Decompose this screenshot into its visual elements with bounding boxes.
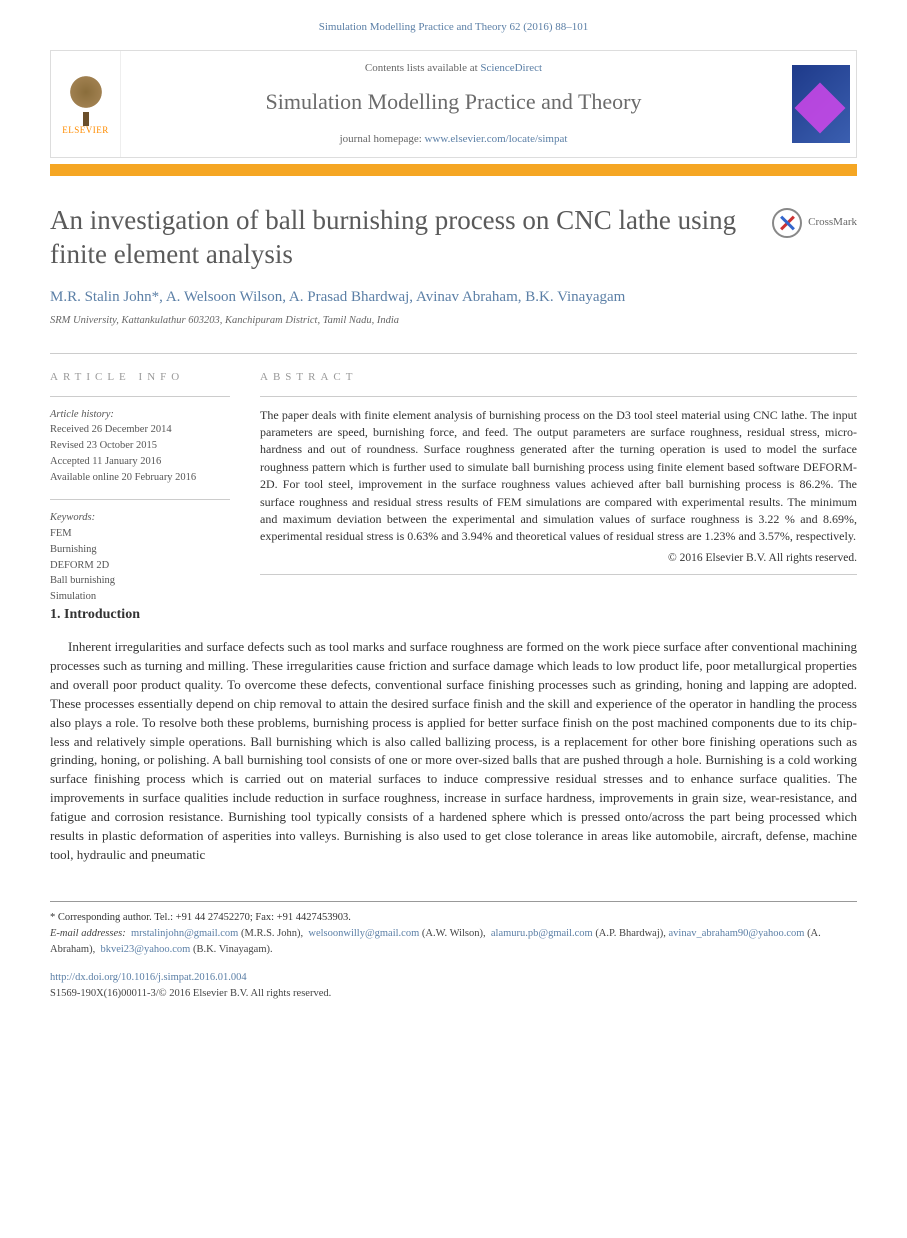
orange-divider-bar xyxy=(50,164,857,176)
elsevier-tree-icon xyxy=(61,72,111,122)
keyword: Burnishing xyxy=(50,544,97,555)
keywords-block: Keywords: FEM Burnishing DEFORM 2D Ball … xyxy=(50,499,230,605)
history-item: Revised 23 October 2015 xyxy=(50,440,157,451)
crossmark-widget[interactable]: CrossMark xyxy=(772,208,857,238)
journal-banner: ELSEVIER Contents lists available at Sci… xyxy=(50,50,857,158)
email-link[interactable]: bkvei23@yahoo.com xyxy=(100,944,190,955)
divider xyxy=(260,574,857,575)
email-who: (A.W. Wilson) xyxy=(422,928,483,939)
homepage-link[interactable]: www.elsevier.com/locate/simpat xyxy=(425,133,568,145)
keyword: DEFORM 2D xyxy=(50,560,109,571)
emails-block: E-mail addresses: mrstalinjohn@gmail.com… xyxy=(50,926,857,959)
emails-label: E-mail addresses: xyxy=(50,928,126,939)
history-item: Available online 20 February 2016 xyxy=(50,472,196,483)
intro-paragraph: Inherent irregularities and surface defe… xyxy=(50,638,857,864)
copyright-line: © 2016 Elsevier B.V. All rights reserved… xyxy=(260,550,857,566)
contents-prefix: Contents lists available at xyxy=(365,62,480,74)
history-item: Accepted 11 January 2016 xyxy=(50,456,161,467)
issn-line: S1569-190X(16)00011-3/© 2016 Elsevier B.… xyxy=(50,988,331,999)
doi-block: http://dx.doi.org/10.1016/j.simpat.2016.… xyxy=(50,970,857,1002)
running-header: Simulation Modelling Practice and Theory… xyxy=(50,0,857,50)
email-who: (A.P. Bhardwaj) xyxy=(595,928,663,939)
journal-cover xyxy=(786,51,856,157)
history-item: Received 26 December 2014 xyxy=(50,424,172,435)
email-link[interactable]: welsoonwilly@gmail.com xyxy=(308,928,419,939)
keyword: Ball burnishing xyxy=(50,575,115,586)
cover-thumbnail xyxy=(792,65,850,143)
abstract-text: The paper deals with finite element anal… xyxy=(260,396,857,546)
keyword: Simulation xyxy=(50,591,96,602)
contents-line: Contents lists available at ScienceDirec… xyxy=(129,61,778,76)
abstract-header: ABSTRACT xyxy=(260,354,857,395)
keyword: FEM xyxy=(50,528,72,539)
banner-center: Contents lists available at ScienceDirec… xyxy=(121,51,786,157)
affiliation: SRM University, Kattankulathur 603203, K… xyxy=(50,314,857,329)
email-link[interactable]: alamuru.pb@gmail.com xyxy=(491,928,593,939)
article-info-column: ARTICLE INFO Article history: Received 2… xyxy=(50,354,230,605)
email-who: (B.K. Vinayagam). xyxy=(193,944,273,955)
journal-name: Simulation Modelling Practice and Theory xyxy=(129,87,778,118)
footnotes: * Corresponding author. Tel.: +91 44 274… xyxy=(50,901,857,1002)
crossmark-icon xyxy=(772,208,802,238)
email-who: (M.R.S. John) xyxy=(241,928,301,939)
article-title: An investigation of ball burnishing proc… xyxy=(50,204,752,272)
sciencedirect-link[interactable]: ScienceDirect xyxy=(480,62,542,74)
info-abstract-row: ARTICLE INFO Article history: Received 2… xyxy=(50,354,857,605)
abstract-column: ABSTRACT The paper deals with finite ele… xyxy=(260,354,857,605)
section-heading: 1. Introduction xyxy=(50,605,857,625)
history-label: Article history: xyxy=(50,409,114,420)
email-link[interactable]: mrstalinjohn@gmail.com xyxy=(131,928,238,939)
article-info-header: ARTICLE INFO xyxy=(50,354,230,395)
crossmark-label: CrossMark xyxy=(808,215,857,230)
email-link[interactable]: avinav_abraham90@yahoo.com xyxy=(669,928,805,939)
doi-link[interactable]: http://dx.doi.org/10.1016/j.simpat.2016.… xyxy=(50,972,247,983)
keywords-label: Keywords: xyxy=(50,512,95,523)
publisher-logo: ELSEVIER xyxy=(51,51,121,157)
author-list: M.R. Stalin John*, A. Welsoon Wilson, A.… xyxy=(50,287,857,308)
homepage-line: journal homepage: www.elsevier.com/locat… xyxy=(129,132,778,147)
corr-label: * Corresponding author. Tel.: +91 44 274… xyxy=(50,912,351,923)
homepage-prefix: journal homepage: xyxy=(340,133,425,145)
history-block: Article history: Received 26 December 20… xyxy=(50,396,230,486)
title-row: An investigation of ball burnishing proc… xyxy=(50,204,857,272)
corresponding-author: * Corresponding author. Tel.: +91 44 274… xyxy=(50,910,857,926)
